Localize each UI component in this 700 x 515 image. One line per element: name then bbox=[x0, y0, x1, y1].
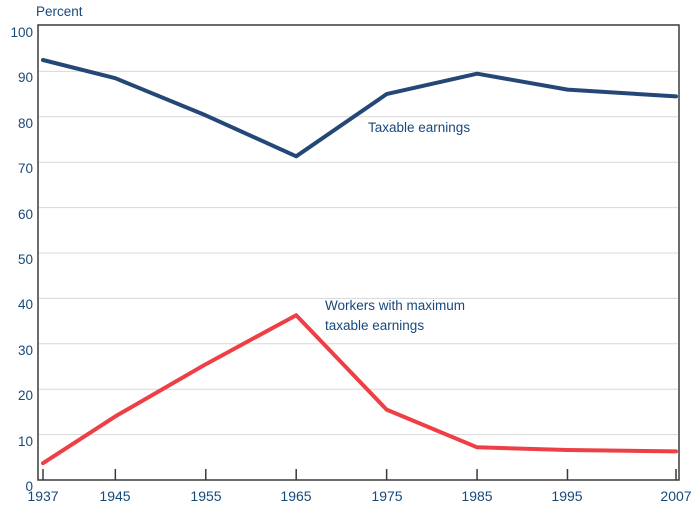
x-axis-label-2007: 2007 bbox=[660, 488, 692, 504]
series-label-workers-max: Workers with maximum taxable earnings bbox=[325, 298, 466, 333]
y-axis-label-50: 50 bbox=[17, 252, 33, 267]
x-axis-label-1937: 1937 bbox=[27, 488, 59, 504]
series-line-taxable-earnings bbox=[41, 58, 678, 159]
y-axis-label-90: 90 bbox=[17, 70, 33, 85]
y-axis-label-20: 20 bbox=[17, 388, 33, 403]
y-axis-label-80: 80 bbox=[17, 116, 33, 131]
y-axis-label-30: 30 bbox=[17, 343, 33, 358]
y-axis-label-60: 60 bbox=[17, 207, 33, 222]
y-axis-label-40: 40 bbox=[17, 297, 33, 312]
y-axis-label-10: 10 bbox=[17, 434, 33, 449]
x-axis-label-1985: 1985 bbox=[461, 488, 493, 504]
x-axis-label-1995: 1995 bbox=[551, 488, 583, 504]
x-axis-label-1955: 1955 bbox=[190, 488, 222, 504]
series-label-taxable-earnings: Taxable earnings bbox=[368, 120, 471, 135]
x-axis-label-1975: 1975 bbox=[371, 488, 403, 504]
y-axis-label-70: 70 bbox=[17, 161, 33, 176]
y-axis-title: Percent bbox=[36, 4, 83, 19]
x-axis-label-1965: 1965 bbox=[280, 488, 312, 504]
y-axis-label-100: 100 bbox=[10, 25, 33, 40]
series-line-workers-max bbox=[41, 313, 678, 466]
plot-border bbox=[37, 24, 680, 481]
y-axis-label-0: 0 bbox=[25, 479, 33, 494]
x-axis-label-1945: 1945 bbox=[99, 488, 131, 504]
